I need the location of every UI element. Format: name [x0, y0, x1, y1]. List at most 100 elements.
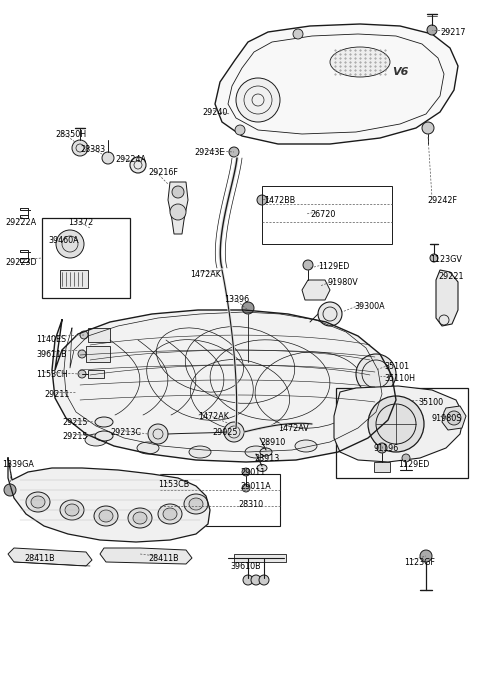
Circle shape [148, 424, 168, 444]
Text: 29211: 29211 [44, 390, 70, 399]
Text: 29217: 29217 [440, 28, 466, 37]
Circle shape [420, 550, 432, 562]
Text: 1140ES: 1140ES [36, 335, 66, 344]
Text: 35110H: 35110H [384, 374, 415, 383]
Polygon shape [52, 310, 396, 462]
Circle shape [172, 186, 184, 198]
Ellipse shape [95, 431, 113, 441]
Text: 29215: 29215 [62, 432, 87, 441]
Circle shape [377, 443, 387, 453]
Circle shape [130, 157, 146, 173]
Text: 29213C: 29213C [110, 428, 141, 437]
Circle shape [243, 575, 253, 585]
Ellipse shape [133, 512, 147, 524]
Text: 29215: 29215 [62, 418, 87, 427]
Text: 29025: 29025 [212, 428, 238, 437]
Circle shape [236, 78, 280, 122]
Text: 1123GV: 1123GV [430, 255, 462, 264]
Text: 28383: 28383 [80, 145, 105, 154]
Polygon shape [215, 24, 458, 144]
Text: 28913: 28913 [254, 454, 279, 463]
Ellipse shape [163, 508, 177, 520]
Circle shape [427, 25, 437, 35]
Ellipse shape [95, 417, 113, 427]
Text: 91196: 91196 [374, 444, 399, 453]
Bar [160, 474, 280, 526]
Bar [262, 186, 392, 244]
Text: 28411B: 28411B [148, 554, 179, 563]
Ellipse shape [189, 498, 203, 510]
Ellipse shape [99, 510, 113, 522]
Ellipse shape [245, 446, 267, 458]
Circle shape [430, 254, 438, 262]
Text: 91980V: 91980V [328, 278, 359, 287]
Text: 39611B: 39611B [36, 350, 67, 359]
Bar [374, 462, 390, 472]
Text: 29224A: 29224A [115, 155, 146, 164]
Text: 1123GF: 1123GF [404, 558, 435, 567]
Bar [88, 328, 110, 342]
Text: 29223D: 29223D [5, 258, 36, 267]
Polygon shape [8, 458, 210, 542]
Text: 39610B: 39610B [230, 562, 261, 571]
Circle shape [235, 125, 245, 135]
Text: 29216F: 29216F [148, 168, 178, 177]
Ellipse shape [31, 496, 45, 508]
Ellipse shape [295, 440, 317, 452]
Text: 29240: 29240 [202, 108, 228, 117]
Text: 1472BB: 1472BB [264, 196, 295, 205]
Circle shape [402, 454, 410, 462]
Circle shape [56, 230, 84, 258]
Ellipse shape [65, 504, 79, 516]
Bar [42, 218, 130, 298]
Text: 39300A: 39300A [354, 302, 384, 311]
Circle shape [72, 140, 88, 156]
Text: 29011: 29011 [240, 468, 265, 477]
Polygon shape [100, 548, 192, 564]
Bar [88, 370, 104, 378]
Ellipse shape [257, 464, 267, 471]
Text: 28910: 28910 [260, 438, 285, 447]
Text: 29222A: 29222A [5, 218, 36, 227]
Ellipse shape [337, 428, 359, 440]
Text: 1472AV: 1472AV [278, 424, 309, 433]
Circle shape [422, 122, 434, 134]
Circle shape [259, 575, 269, 585]
Circle shape [80, 331, 88, 339]
Circle shape [318, 302, 342, 326]
Text: 1472AK: 1472AK [190, 270, 221, 279]
Bar [234, 554, 286, 562]
Text: 39460A: 39460A [48, 236, 79, 245]
Circle shape [224, 422, 244, 442]
Ellipse shape [128, 508, 152, 528]
Text: 29243E: 29243E [194, 148, 224, 157]
Circle shape [251, 575, 261, 585]
Circle shape [257, 195, 267, 205]
Circle shape [356, 354, 396, 394]
Circle shape [229, 147, 239, 157]
Polygon shape [442, 406, 466, 430]
Text: 28310: 28310 [238, 500, 263, 509]
Polygon shape [302, 280, 330, 300]
Circle shape [78, 350, 86, 358]
Polygon shape [334, 386, 464, 462]
Text: 29242F: 29242F [427, 196, 457, 205]
Text: 13372: 13372 [68, 218, 93, 227]
Ellipse shape [184, 494, 208, 514]
Bar [60, 270, 88, 288]
Bar [86, 346, 110, 362]
Polygon shape [8, 548, 92, 566]
Circle shape [368, 396, 424, 452]
Bar [336, 388, 468, 478]
Ellipse shape [330, 47, 390, 77]
Text: 1153CH: 1153CH [36, 370, 68, 379]
Text: 28411B: 28411B [24, 554, 55, 563]
Circle shape [170, 204, 186, 220]
Ellipse shape [94, 506, 118, 526]
Circle shape [242, 484, 250, 492]
Text: 29011A: 29011A [240, 482, 271, 491]
Text: V6: V6 [392, 67, 408, 77]
Ellipse shape [85, 434, 107, 446]
Text: 1129ED: 1129ED [398, 460, 430, 469]
Circle shape [4, 484, 16, 496]
